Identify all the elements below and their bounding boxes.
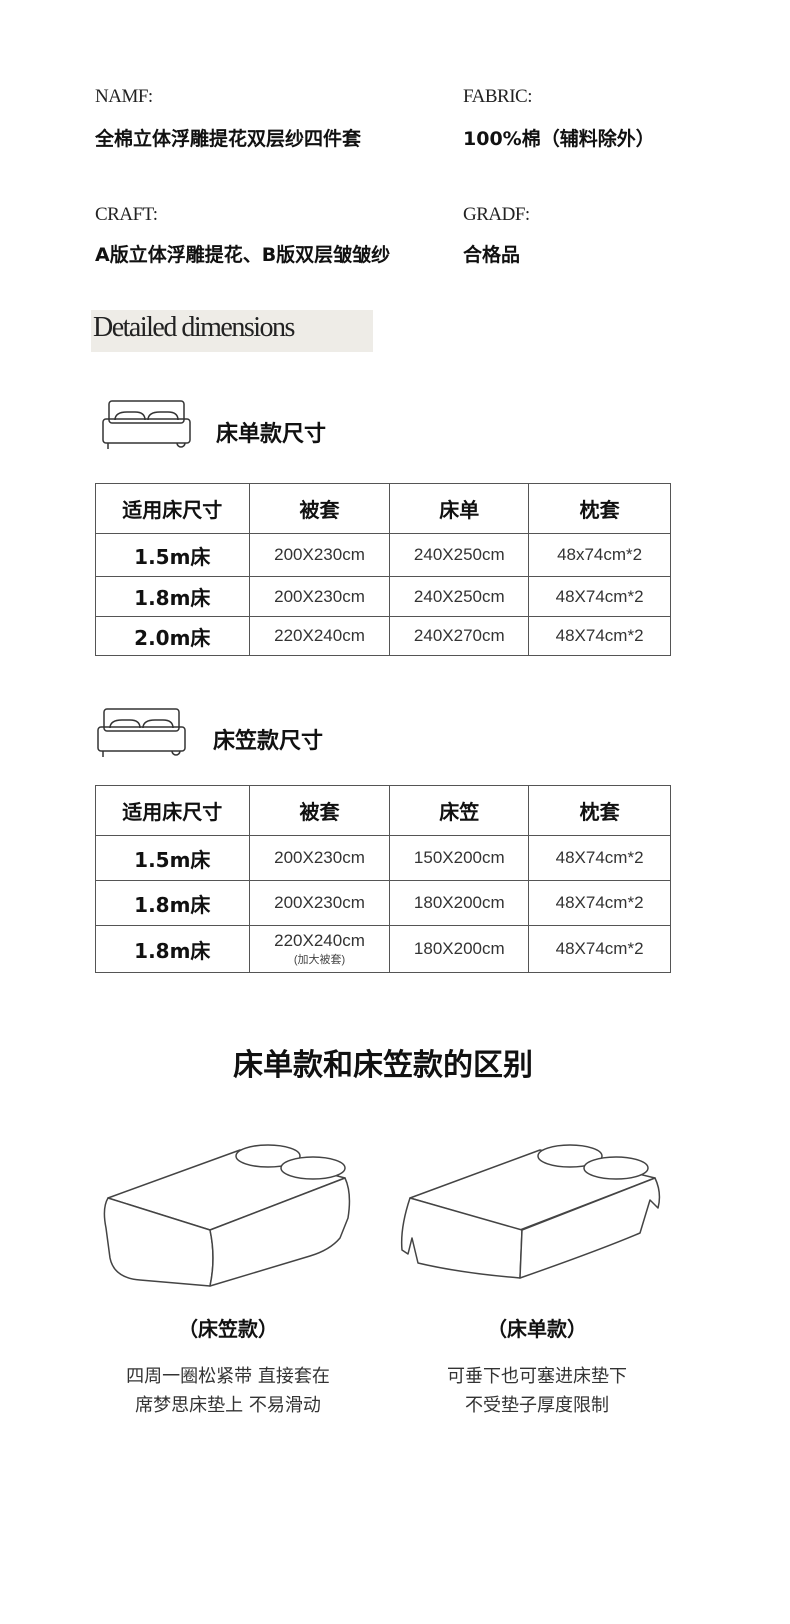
fitted-sheet-table: 适用床尺寸 被套 床笠 枕套 1.5m床 200X230cm 150X200cm 48… xyxy=(95,785,671,973)
dimensions-title: Detailed dimensions xyxy=(91,310,373,352)
flat-bed-illustration xyxy=(400,1144,661,1279)
fitted-sheet-title: 床笠款尺寸 xyxy=(213,729,324,754)
difference-title: 床单款和床笠款的区别 xyxy=(233,1048,533,1083)
cell: 240X270cm xyxy=(389,616,530,656)
fabric-label: FABRIC: xyxy=(463,86,533,107)
header-cell: 枕套 xyxy=(528,785,671,836)
cell: 2.0m床 xyxy=(95,616,250,656)
cell-note: (加大被套) xyxy=(293,954,346,966)
header-cell: 适用床尺寸 xyxy=(95,785,250,836)
header-cell: 床单 xyxy=(389,483,530,534)
grade-label: GRADF: xyxy=(463,204,530,225)
header-cell: 被套 xyxy=(248,483,391,534)
name-value: 全棉立体浮雕提花双层纱四件套 xyxy=(95,128,362,150)
cell: 240X250cm xyxy=(389,533,530,577)
table-header: 适用床尺寸 被套 床笠 枕套 xyxy=(95,785,671,836)
table-row: 2.0m床 220X240cm 240X270cm 48X74cm*2 xyxy=(95,616,671,656)
cell: 1.5m床 xyxy=(95,835,250,881)
cell: 200X230cm xyxy=(248,576,391,617)
table-row: 1.5m床 200X230cm 240X250cm 48x74cm*2 xyxy=(95,533,671,577)
cell: 240X250cm xyxy=(389,576,530,617)
header-cell: 床笠 xyxy=(389,785,530,836)
bed-icon xyxy=(97,708,186,757)
cell: 150X200cm xyxy=(389,835,530,881)
cell: 200X230cm xyxy=(248,533,391,577)
craft-value: A版立体浮雕提花、B版双层皱皱纱 xyxy=(95,244,391,266)
fitted-caption: （床笠款） xyxy=(178,1317,278,1341)
description-line: 四周一圈松紧带 直接套在 xyxy=(126,1366,330,1387)
table-row: 1.8m床 200X230cm 240X250cm 48X74cm*2 xyxy=(95,576,671,617)
cell: 48X74cm*2 xyxy=(528,835,671,881)
cell: 48X74cm*2 xyxy=(528,616,671,656)
flat-caption: （床单款） xyxy=(487,1317,587,1341)
cell: 180X200cm xyxy=(389,880,530,926)
cell: 180X200cm xyxy=(389,925,530,973)
craft-label: CRAFT: xyxy=(95,204,158,225)
flat-description: 可垂下也可塞进床垫下 不受垫子厚度限制 xyxy=(387,1362,687,1420)
flat-sheet-table: 适用床尺寸 被套 床单 枕套 1.5m床 200X230cm 240X250cm 48… xyxy=(95,483,671,656)
header-cell: 适用床尺寸 xyxy=(95,483,250,534)
bed-icon xyxy=(102,400,191,449)
fitted-bed-illustration xyxy=(103,1144,351,1287)
grade-value: 合格品 xyxy=(463,244,521,266)
cell: 220X240cm (加大被套) xyxy=(248,925,391,973)
cell: 200X230cm xyxy=(248,835,391,881)
cell: 48X74cm*2 xyxy=(528,925,671,973)
cell: 1.8m床 xyxy=(95,576,250,617)
cell: 48x74cm*2 xyxy=(528,533,671,577)
cell: 48X74cm*2 xyxy=(528,880,671,926)
header-cell: 枕套 xyxy=(528,483,671,534)
cell: 48X74cm*2 xyxy=(528,576,671,617)
cell: 200X230cm xyxy=(248,880,391,926)
cell: 1.8m床 xyxy=(95,880,250,926)
description-line: 席梦思床垫上 不易滑动 xyxy=(135,1395,321,1416)
table-row: 1.8m床 220X240cm (加大被套) 180X200cm 48X74cm*2 xyxy=(95,925,671,973)
table-row: 1.5m床 200X230cm 150X200cm 48X74cm*2 xyxy=(95,835,671,881)
table-row: 1.8m床 200X230cm 180X200cm 48X74cm*2 xyxy=(95,880,671,926)
name-label: NAMF: xyxy=(95,86,153,107)
cell: 1.5m床 xyxy=(95,533,250,577)
description-line: 可垂下也可塞进床垫下 xyxy=(447,1366,627,1387)
description-line: 不受垫子厚度限制 xyxy=(465,1395,609,1416)
cell-value: 220X240cm xyxy=(274,931,365,950)
table-header: 适用床尺寸 被套 床单 枕套 xyxy=(95,483,671,534)
flat-sheet-title: 床单款尺寸 xyxy=(216,422,327,447)
cell: 220X240cm xyxy=(248,616,391,656)
fitted-description: 四周一圈松紧带 直接套在 席梦思床垫上 不易滑动 xyxy=(78,1362,378,1420)
header-cell: 被套 xyxy=(248,785,391,836)
fabric-value: 100%棉（辅料除外） xyxy=(463,128,655,150)
cell: 1.8m床 xyxy=(95,925,250,973)
